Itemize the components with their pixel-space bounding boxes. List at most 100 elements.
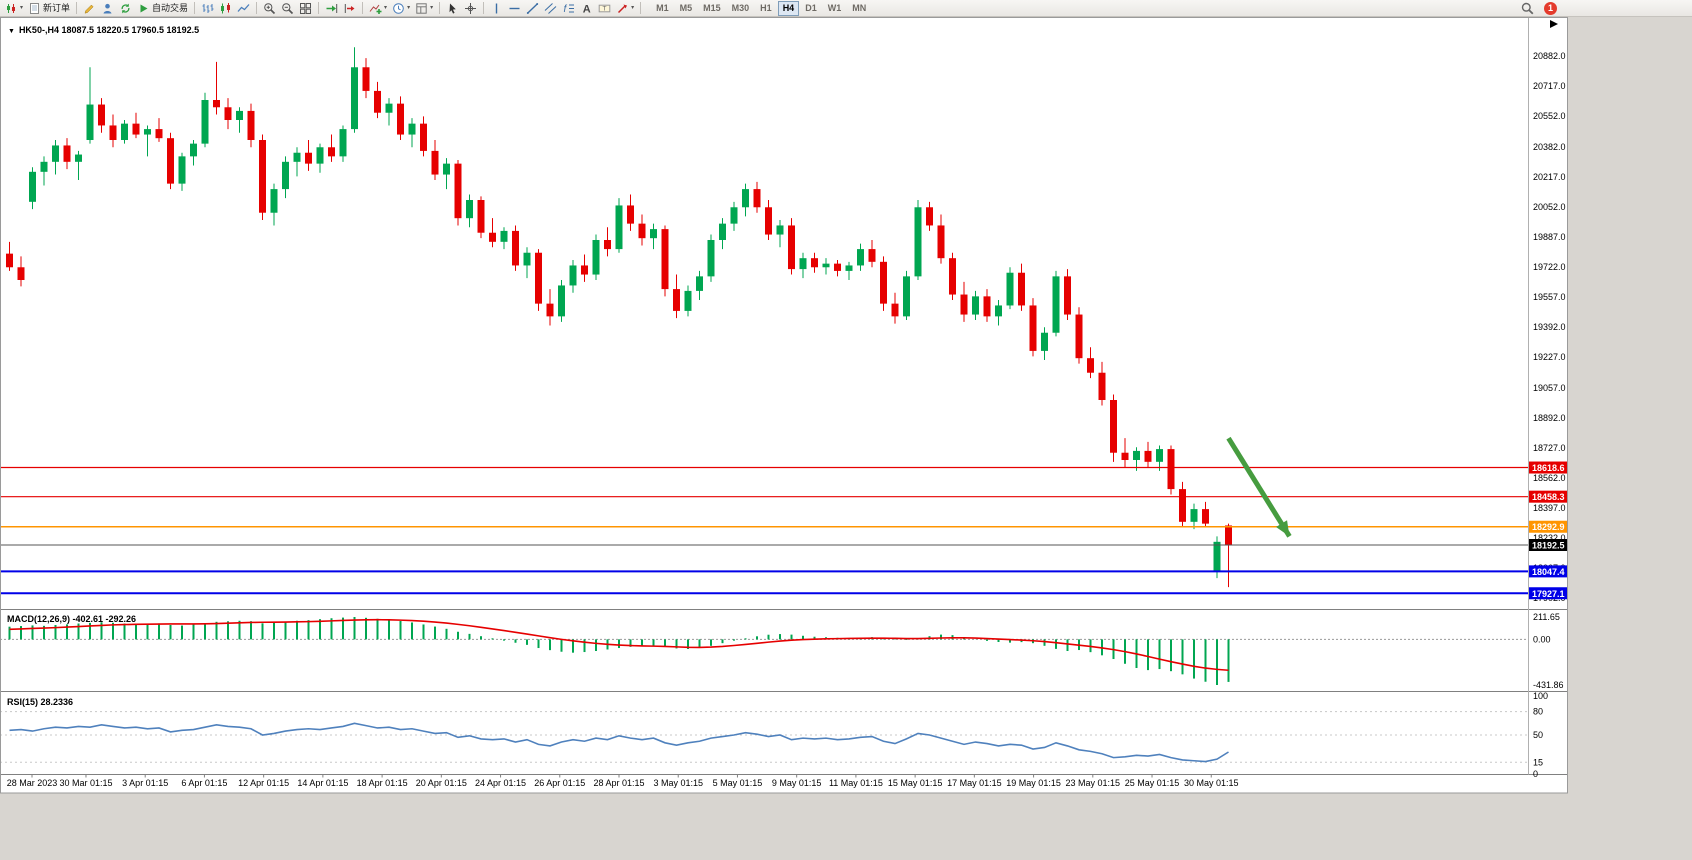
svg-text:A: A	[583, 3, 591, 15]
chevron-down-icon: ▾	[407, 4, 411, 11]
candle-body	[627, 205, 634, 224]
text-icon: A	[580, 2, 593, 15]
indicators-icon	[369, 2, 382, 15]
periods-button[interactable]: ▾	[390, 1, 412, 16]
candle-body	[811, 258, 818, 268]
date-label: 19 May 01:15	[1006, 778, 1061, 788]
candle-body	[765, 207, 772, 235]
search-icon	[1521, 2, 1534, 15]
new-order-button[interactable]: 新订单	[26, 1, 72, 16]
candle-body	[167, 138, 174, 184]
chevron-down-icon: ▾	[631, 4, 635, 11]
timeframe-m1-button[interactable]: M1	[656, 2, 669, 13]
auto-scroll-button[interactable]	[323, 1, 340, 16]
candle-body	[535, 252, 542, 304]
bar-chart-mode-button[interactable]	[199, 1, 216, 16]
price-tick-label: 18727.0	[1533, 443, 1566, 453]
arrow-annotation-head[interactable]	[1276, 520, 1290, 537]
horizontal-line-button[interactable]	[506, 1, 523, 16]
timeframe-h1-button[interactable]: H1	[760, 2, 772, 13]
toolbar-separator	[362, 2, 364, 14]
chartshift-icon	[343, 2, 356, 15]
rsi-tick-label: 15	[1533, 757, 1543, 767]
community-button[interactable]	[99, 1, 116, 16]
price-tag	[1529, 539, 1567, 551]
date-label: 23 May 01:15	[1066, 778, 1121, 788]
toolbar-separator	[439, 2, 441, 14]
tile-windows-button[interactable]	[297, 1, 314, 16]
toolbar-separator	[640, 2, 642, 14]
autoscroll-icon	[325, 2, 338, 15]
chart-menu-icon[interactable]: ▼	[8, 28, 15, 35]
rsi-tick-label: 0	[1533, 769, 1538, 779]
new-chart-button[interactable]: ▾	[3, 1, 25, 16]
timeframe-h4-button[interactable]: H4	[777, 0, 800, 16]
price-tag	[1529, 490, 1567, 503]
line-chart-mode-button[interactable]	[235, 1, 252, 16]
crosshair-button[interactable]	[462, 1, 479, 16]
date-label: 28 Mar 2023	[7, 778, 58, 788]
macd-tick-label: 0.00	[1533, 634, 1551, 644]
play-icon	[137, 2, 150, 15]
candle-body	[857, 249, 864, 266]
candle-body	[385, 103, 393, 113]
cursor-button[interactable]	[444, 1, 461, 16]
candle-body	[328, 147, 335, 157]
timeframe-m15-button[interactable]: M15	[703, 2, 721, 13]
refresh-button[interactable]	[117, 1, 134, 16]
arrow-annotation[interactable]	[1226, 436, 1292, 538]
chart-new-icon	[5, 2, 18, 15]
equidistant-channel-button[interactable]	[542, 1, 559, 16]
candle-body	[40, 161, 48, 172]
price-tag-label: 18192.5	[1532, 541, 1565, 551]
candle-body	[558, 285, 565, 317]
candlestick-mode-button[interactable]	[217, 1, 234, 16]
candle-body	[52, 145, 59, 162]
zoom-in-button[interactable]	[261, 1, 278, 16]
text-button[interactable]: A	[578, 1, 595, 16]
autotrading-button[interactable]: 自动交易	[135, 1, 190, 16]
candle-body	[742, 189, 749, 208]
candle-body	[362, 67, 370, 91]
date-label: 24 Apr 01:15	[475, 778, 526, 788]
date-label: 20 Apr 01:15	[416, 778, 467, 788]
search-button[interactable]	[1519, 1, 1536, 16]
candle-body	[569, 265, 577, 286]
scroll-to-end-marker[interactable]	[1550, 20, 1558, 28]
candle-body	[592, 240, 600, 275]
timeframe-m30-button[interactable]: M30	[731, 2, 750, 13]
candle-body	[201, 100, 209, 144]
candle-body	[937, 225, 945, 259]
text-label-button[interactable]: T	[596, 1, 613, 16]
timeframe-bar: M1 M5 M15 M30 H1 H4 D1 W1 MN	[651, 0, 871, 16]
candle-body	[351, 67, 358, 130]
chart-shift-button[interactable]	[341, 1, 358, 16]
templates-button[interactable]: ▾	[413, 1, 435, 16]
timeframe-d1-button[interactable]: D1	[805, 2, 817, 13]
zoom-out-button[interactable]	[279, 1, 296, 16]
person-icon	[101, 2, 114, 15]
candle-body	[6, 253, 13, 268]
trendline-button[interactable]	[524, 1, 541, 16]
crosshair-icon	[464, 2, 477, 15]
price-tag-label: 18047.4	[1532, 567, 1565, 577]
candle-body	[1075, 314, 1083, 359]
vertical-line-button[interactable]	[488, 1, 505, 16]
toolbar-right: 1	[1519, 1, 1689, 16]
metaeditor-button[interactable]	[81, 1, 98, 16]
notifications-button[interactable]: 1	[1544, 1, 1557, 15]
fibonacci-retracement-button[interactable]: f	[560, 1, 577, 16]
candle-body	[1041, 332, 1048, 351]
timeframe-w1-button[interactable]: W1	[827, 2, 842, 13]
date-label: 30 May 01:15	[1184, 778, 1239, 788]
timeframe-mn-button[interactable]: MN	[852, 2, 867, 13]
arrow-objects-button[interactable]: ▾	[614, 1, 636, 16]
timeframe-m5-button[interactable]: M5	[679, 2, 693, 13]
candle-body	[466, 200, 473, 219]
indicators-button[interactable]: ▾	[367, 1, 389, 16]
price-tick-label: 19392.0	[1533, 322, 1566, 332]
candle-body	[305, 152, 312, 164]
candle-body	[661, 229, 669, 290]
candle-body	[650, 229, 657, 239]
candle-body	[339, 129, 347, 157]
